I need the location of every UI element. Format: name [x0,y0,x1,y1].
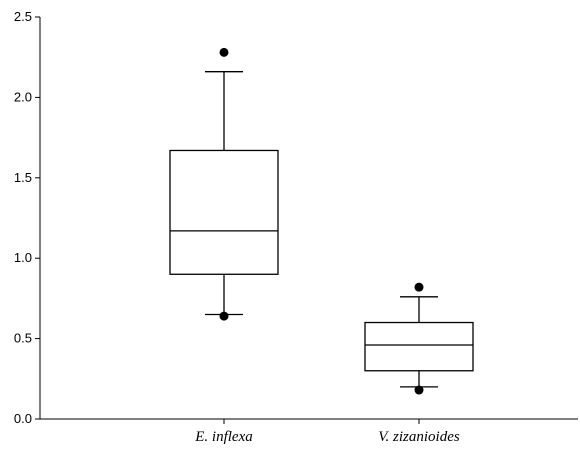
category-label: V. zizanioides [378,429,460,445]
y-tick-label: 0.0 [14,411,32,426]
box-group: E. inflexa [169,47,279,445]
y-tick-label: 1.0 [14,250,32,265]
iqr-box [169,149,279,275]
y-tick-label: 1.5 [14,170,32,185]
y-tick-label: 2.0 [14,89,32,104]
category-label: E. inflexa [194,429,252,445]
box-group: V. zizanioides [364,282,474,445]
y-tick-label: 0.5 [14,331,32,346]
plot-area: E. inflexa V. zizanioides [169,47,474,445]
axes: 0.0 0.5 1.0 1.5 2.0 2.5 [14,9,578,426]
y-tick-label: 2.5 [14,9,32,24]
outlier-point [219,311,229,321]
outlier-point [414,282,424,292]
iqr-box [364,321,474,372]
outlier-point [414,385,424,395]
outlier-point [219,47,229,57]
